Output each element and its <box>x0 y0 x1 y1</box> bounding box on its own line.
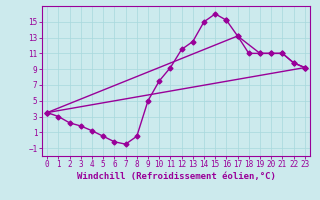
X-axis label: Windchill (Refroidissement éolien,°C): Windchill (Refroidissement éolien,°C) <box>76 172 276 181</box>
